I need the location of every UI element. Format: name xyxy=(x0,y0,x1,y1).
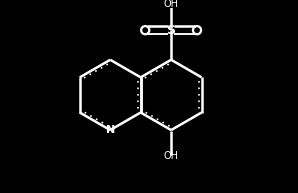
Text: OH: OH xyxy=(164,151,179,161)
Text: N: N xyxy=(105,125,115,135)
Text: S: S xyxy=(167,24,176,37)
Text: OH: OH xyxy=(164,0,179,9)
